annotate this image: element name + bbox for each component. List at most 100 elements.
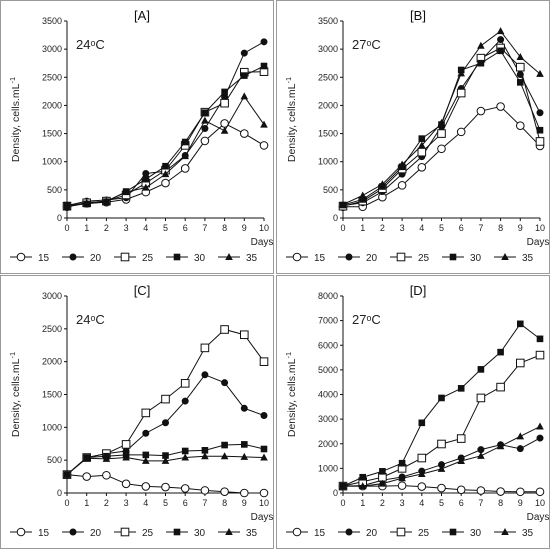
data-point	[476, 486, 486, 495]
y-tick-label: 2500	[42, 72, 62, 82]
chart-panel-1: 0 500 1000 1500 2000 2500 3000 3500 0 1 2 3 4 5 6 7 8 9 10…	[0, 0, 274, 274]
legend-label: 20	[366, 253, 378, 264]
y-tick-label: 2500	[42, 324, 62, 334]
y-tick-label: 0	[333, 213, 338, 223]
x-tick-label: 10	[259, 223, 269, 233]
legend-marker	[69, 528, 77, 536]
data-point	[496, 102, 505, 111]
data-point	[181, 447, 189, 455]
y-tick-label: 0	[57, 488, 62, 498]
series-35	[63, 452, 268, 478]
data-point	[496, 27, 505, 35]
data-point	[82, 198, 91, 206]
data-point	[456, 485, 466, 495]
data-point	[398, 160, 406, 168]
panel-border	[0, 0, 274, 274]
data-point	[496, 382, 505, 392]
legend-label: 20	[90, 528, 102, 539]
data-point	[477, 59, 485, 67]
panel-title: [A]	[134, 8, 150, 23]
x-tick-label: 1	[84, 498, 89, 508]
y-tick-label: 3500	[42, 16, 62, 26]
panel-border	[276, 275, 550, 549]
legend-label: 30	[470, 528, 482, 539]
data-point	[437, 118, 446, 126]
legend-label: 25	[418, 528, 430, 539]
legend-marker	[501, 528, 509, 535]
data-point	[456, 434, 466, 443]
data-point	[63, 470, 71, 478]
data-point	[398, 459, 406, 467]
legend-marker	[396, 527, 406, 537]
data-point	[240, 452, 249, 460]
legend-label: 35	[246, 528, 258, 539]
data-point	[536, 434, 544, 442]
data-point	[417, 453, 427, 463]
data-point	[161, 482, 170, 492]
x-tick-label: 1	[84, 223, 89, 233]
legend-label: 20	[90, 253, 102, 264]
y-tick-label: 1500	[42, 129, 62, 139]
data-point	[418, 419, 426, 427]
x-tick-label: 9	[518, 498, 523, 508]
x-tick-label: 0	[340, 498, 345, 508]
legend-label: 30	[194, 528, 206, 539]
legend-marker	[292, 527, 302, 537]
data-point	[516, 445, 524, 453]
data-point	[437, 439, 446, 449]
y-tick-label: 1000	[318, 157, 338, 167]
data-point	[418, 470, 426, 478]
legend-label: 15	[38, 528, 50, 539]
chart-panel-2: 0 500 1000 1500 2000 2500 3000 3500 0 1 2 3 4 5 6 7 8 9 10…	[276, 0, 550, 274]
data-point	[476, 393, 486, 403]
data-point	[63, 202, 71, 210]
y-tick-label: 1000	[42, 157, 62, 167]
x-tick-label: 6	[459, 498, 464, 508]
panel-title: [C]	[134, 283, 151, 298]
y-tick-label: 7000	[318, 316, 338, 326]
x-tick-label: 6	[183, 498, 188, 508]
y-axis-label: Density, cells.mL-1	[284, 77, 298, 162]
data-point	[240, 404, 248, 412]
data-point	[359, 196, 366, 203]
x-tick-label: 4	[143, 223, 148, 233]
legend-label: 15	[314, 528, 326, 539]
x-axis-label: Days	[251, 237, 274, 248]
data-point	[181, 397, 189, 405]
y-tick-label: 6000	[318, 340, 338, 350]
data-point	[82, 472, 91, 481]
legend: 15 20 25 30 35	[286, 252, 534, 264]
data-point	[437, 483, 446, 493]
x-tick-label: 2	[380, 223, 385, 233]
y-tick-label: 500	[47, 185, 62, 195]
data-point	[200, 343, 210, 353]
y-tick-label: 1500	[42, 390, 62, 400]
data-point	[220, 452, 229, 460]
data-point	[102, 470, 111, 480]
series-35	[339, 422, 544, 490]
x-tick-label: 5	[163, 223, 168, 233]
data-point	[220, 487, 229, 496]
data-point	[142, 451, 150, 459]
data-point	[201, 452, 209, 460]
data-point	[201, 447, 209, 454]
data-point	[497, 348, 504, 356]
data-point	[220, 98, 229, 108]
y-tick-label: 2000	[318, 100, 338, 110]
legend-label: 25	[142, 253, 154, 264]
data-point	[259, 141, 269, 150]
legend: 15 20 25 30 35	[286, 527, 534, 539]
legend-label: 15	[38, 253, 50, 264]
data-point	[517, 79, 524, 86]
data-point	[161, 394, 170, 404]
data-point	[240, 92, 249, 100]
legend-marker	[16, 252, 26, 262]
data-point	[241, 441, 248, 448]
panel-title: [D]	[410, 283, 427, 298]
x-tick-label: 10	[535, 498, 545, 508]
data-point	[536, 422, 544, 430]
data-point	[456, 127, 466, 137]
data-point	[181, 138, 189, 146]
